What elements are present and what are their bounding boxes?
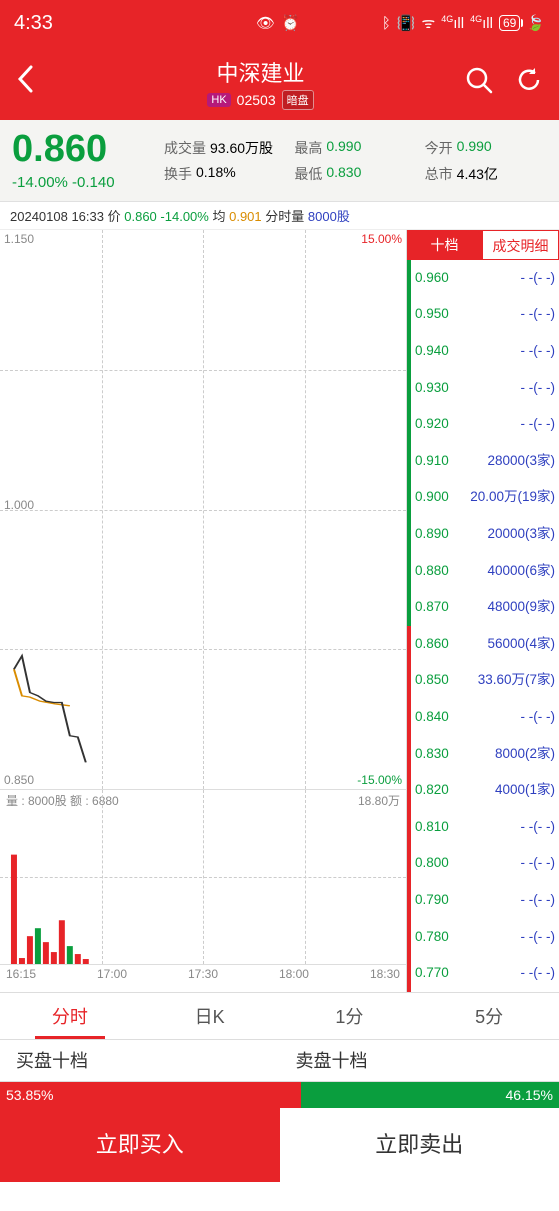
x-tick: 18:00 [279,967,309,981]
main-area: 1.150 1.000 0.850 15.00% -15.00% 量 : 800… [0,230,559,992]
orderbook: 十档 成交明细 0.960- -(- -) 0.950- -(- -) 0.940-… [407,230,559,992]
x-axis: 16:15 17:00 17:30 18:00 18:30 [0,965,406,983]
status-bar: 4:33 👁 ⏰ ᛒ 📳 ᯤ 4Gıll 4Gıll 69 🍃 [0,0,559,46]
vol-svg [0,790,406,964]
bluetooth-icon: ᛒ [382,15,391,32]
last-price: 0.860 [12,130,164,168]
open-value: 0.990 [457,138,492,158]
turn-label: 换手 [164,164,192,184]
volume-chart[interactable]: 量 : 8000股 额 : 6880 18.80万 [0,790,406,965]
ob-row[interactable]: 0.87048000(9家) [415,598,555,617]
timeframe-tab[interactable]: 5分 [419,993,559,1039]
header-center: 中深建业 HK 02503 暗盘 [56,56,465,110]
ob-asks[interactable]: 0.960- -(- -) 0.950- -(- -) 0.940- -(- -) 0… [407,260,559,626]
high-value: 0.990 [326,138,361,158]
ratio-sell: 46.15% [301,1082,559,1108]
stock-title: 中深建业 [56,56,465,88]
ob-row[interactable]: 0.920- -(- -) [415,415,555,434]
ob-row[interactable]: 0.90020.00万(19家) [415,488,555,507]
timeframe-tabs: 分时日K1分5分 [0,992,559,1040]
price-svg [0,230,406,789]
tick-price-lbl: 价 [108,209,121,224]
status-time: 4:33 [14,12,256,35]
chart-column[interactable]: 1.150 1.000 0.850 15.00% -15.00% 量 : 800… [0,230,407,992]
status-icons: 👁 ⏰ ᛒ 📳 ᯤ 4Gıll 4Gıll 69 🍃 [256,13,545,33]
ob-row[interactable]: 0.790- -(- -) [415,891,555,910]
dark-tag: 暗盘 [282,90,314,110]
ob-tab-depth[interactable]: 十档 [407,230,482,260]
alarm-icon: ⏰ [281,14,300,32]
ob-row[interactable]: 0.810- -(- -) [415,818,555,837]
ob-row[interactable]: 0.940- -(- -) [415,342,555,361]
bs-labels: 买盘十档 卖盘十档 [0,1040,559,1082]
ob-row[interactable]: 0.840- -(- -) [415,708,555,727]
x-tick: 16:15 [6,967,36,981]
ob-row[interactable]: 0.770- -(- -) [415,964,555,983]
ob-row[interactable]: 0.85033.60万(7家) [415,671,555,690]
change-val: -0.140 [72,174,115,191]
tick-pvol: 8000股 [308,209,350,224]
high-label: 最高 [294,138,322,158]
x-tick: 18:30 [370,967,400,981]
battery-indicator: 69 [499,15,520,31]
price-change: -14.00% -0.140 [12,174,164,191]
x-tick: 17:00 [97,967,127,981]
vibrate-icon: 📳 [397,14,416,32]
search-button[interactable] [465,66,493,101]
tick-avg-lbl: 均 [212,209,225,224]
sell-button[interactable]: 立即卖出 [280,1108,559,1182]
ob-row[interactable]: 0.930- -(- -) [415,379,555,398]
refresh-button[interactable] [515,66,543,101]
low-label: 最低 [294,164,322,184]
app-header: 中深建业 HK 02503 暗盘 [0,46,559,120]
tick-price: 0.860 [124,209,157,224]
change-pct: -14.00% [12,174,68,191]
quote-panel: 0.860 -14.00% -0.140 成交量93.60万股 最高0.990 … [0,120,559,202]
timeframe-tab[interactable]: 日K [140,993,280,1039]
mcap-value: 4.43亿 [457,164,498,184]
ob-row[interactable]: 0.89020000(3家) [415,525,555,544]
signal-4g-icon: 4Gıll [441,14,464,32]
wifi-icon: ᯤ [422,13,436,33]
low-value: 0.830 [326,164,361,184]
vol-label: 成交量 [164,138,206,158]
ratio-bar: 53.85% 46.15% [0,1082,559,1108]
back-button[interactable] [16,64,56,102]
tick-chg: -14.00% [160,209,208,224]
vol-value: 93.60万股 [210,138,273,158]
market-tag: HK [207,93,230,107]
signal-4g-icon-2: 4Gıll [470,14,493,32]
tick-ts: 20240108 16:33 [10,209,104,224]
open-label: 今开 [425,138,453,158]
buy-depth-label[interactable]: 买盘十档 [0,1040,280,1081]
tick-info: 20240108 16:33 价 0.860 -14.00% 均 0.901 分… [0,202,559,230]
leaf-icon: 🍃 [526,14,545,32]
ob-tab-ticks[interactable]: 成交明细 [482,230,559,260]
ob-row[interactable]: 0.780- -(- -) [415,928,555,947]
ob-row[interactable]: 0.86056000(4家) [415,635,555,654]
ob-row[interactable]: 0.800- -(- -) [415,854,555,873]
timeframe-tab[interactable]: 分时 [0,993,140,1039]
tick-avg: 0.901 [229,209,262,224]
ob-bids[interactable]: 0.86056000(4家) 0.85033.60万(7家) 0.840- -(- … [407,626,559,992]
sell-depth-label[interactable]: 卖盘十档 [280,1040,559,1081]
ob-row[interactable]: 0.8308000(2家) [415,745,555,764]
ob-row[interactable]: 0.960- -(- -) [415,269,555,288]
mcap-label: 总市 [425,164,453,184]
ob-row[interactable]: 0.950- -(- -) [415,305,555,324]
timeframe-tab[interactable]: 1分 [280,993,420,1039]
x-tick: 17:30 [188,967,218,981]
buy-button[interactable]: 立即买入 [0,1108,280,1182]
tick-pvol-lbl: 分时量 [265,209,304,224]
eye-icon: 👁 [256,14,275,32]
ratio-buy: 53.85% [0,1082,301,1108]
ob-row[interactable]: 0.88040000(6家) [415,562,555,581]
stock-code: 02503 [237,92,276,108]
ob-row[interactable]: 0.91028000(3家) [415,452,555,471]
ob-row[interactable]: 0.8204000(1家) [415,781,555,800]
price-chart[interactable]: 1.150 1.000 0.850 15.00% -15.00% [0,230,406,790]
trade-actions: 立即买入 立即卖出 [0,1108,559,1182]
turn-value: 0.18% [196,164,236,184]
